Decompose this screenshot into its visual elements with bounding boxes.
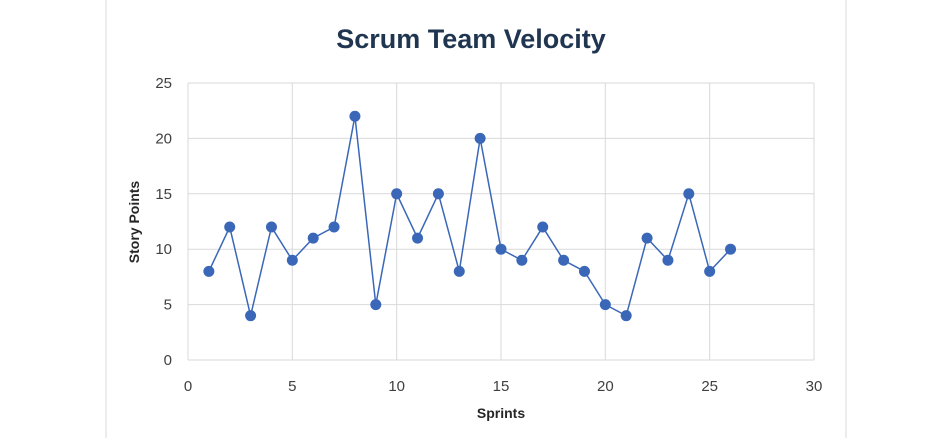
- data-point: [725, 243, 737, 255]
- data-point: [599, 299, 611, 311]
- x-tick-label: 25: [701, 378, 718, 395]
- data-point: [641, 232, 653, 244]
- series: [203, 110, 737, 322]
- data-point: [704, 265, 716, 277]
- data-point: [620, 310, 632, 322]
- data-point: [203, 265, 215, 277]
- data-point: [370, 299, 382, 311]
- data-point: [265, 221, 277, 233]
- data-point: [391, 188, 403, 200]
- x-tick-label: 5: [288, 378, 296, 395]
- x-tick-label: 30: [806, 378, 823, 395]
- data-point: [683, 188, 695, 200]
- y-axis-title: Story Points: [126, 181, 142, 264]
- x-tick-label: 0: [184, 378, 192, 395]
- x-tick-label: 10: [388, 378, 405, 395]
- data-point: [537, 221, 549, 233]
- data-point: [307, 232, 319, 244]
- data-point: [328, 221, 340, 233]
- y-tick-label: 25: [155, 75, 172, 92]
- y-tick-label: 0: [164, 352, 172, 369]
- data-point: [662, 254, 674, 266]
- y-tick-label: 5: [164, 297, 172, 314]
- data-point: [474, 132, 486, 144]
- data-point: [349, 110, 361, 122]
- x-tick-labels: 0 5 10 15 20 25 30: [184, 378, 823, 395]
- data-point: [516, 254, 528, 266]
- data-point: [495, 243, 507, 255]
- series-line: [208, 116, 732, 317]
- data-point: [286, 254, 298, 266]
- y-tick-label: 20: [155, 130, 172, 147]
- x-tick-label: 20: [597, 378, 614, 395]
- x-tick-label: 15: [493, 378, 510, 395]
- y-tick-label: 15: [155, 186, 172, 203]
- grid: [187, 82, 815, 361]
- data-point: [578, 265, 590, 277]
- x-axis-title: Sprints: [477, 405, 525, 421]
- data-point: [224, 221, 236, 233]
- chart-title: Scrum Team Velocity: [336, 24, 606, 54]
- data-point: [245, 310, 257, 322]
- y-tick-label: 10: [155, 241, 172, 258]
- data-point: [558, 254, 570, 266]
- data-point: [453, 265, 465, 277]
- data-point: [432, 188, 444, 200]
- data-point: [412, 232, 424, 244]
- y-tick-labels: 0 5 10 15 20 25: [155, 75, 172, 369]
